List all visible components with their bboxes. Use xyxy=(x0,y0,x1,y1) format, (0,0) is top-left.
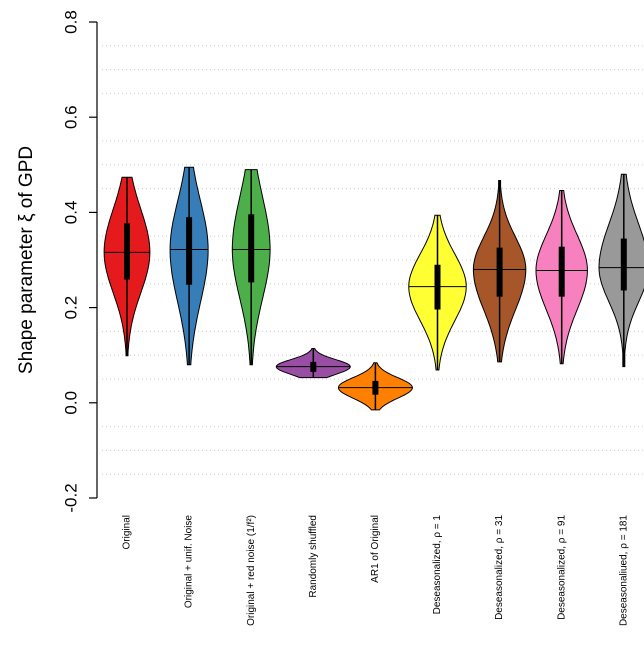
y-axis-label: Shape parameter ξ of GPD xyxy=(16,146,37,374)
box xyxy=(186,217,193,285)
box xyxy=(248,214,255,283)
y-tick-label: -0.2 xyxy=(61,483,80,512)
x-tick-label: Deseasonaliued, ρ = 181 xyxy=(618,515,629,626)
y-tick-label: 0.6 xyxy=(61,105,80,129)
y-tick-label: 0.8 xyxy=(61,10,80,34)
x-tick-label: Original + red noise (1/f²) xyxy=(246,515,257,626)
box xyxy=(496,247,503,297)
x-tick-label: AR1 of Original xyxy=(370,515,381,583)
box xyxy=(620,238,627,291)
box xyxy=(558,246,565,297)
x-tick-label: Original xyxy=(122,515,133,549)
y-tick-label: 0.0 xyxy=(61,391,80,415)
box xyxy=(124,223,130,280)
y-tick-label: 0.2 xyxy=(61,296,80,320)
x-tick-label: Deseasonalized, ρ = 1 xyxy=(432,515,443,615)
x-tick-label: Original + unif. Noise xyxy=(184,515,195,609)
y-tick-label: 0.4 xyxy=(61,201,80,225)
x-tick-label: Deseasonalized, ρ = 91 xyxy=(556,515,567,620)
x-tick-label: Deseasonalized, ρ = 31 xyxy=(494,515,505,620)
x-tick-label: Randomly shuffled xyxy=(308,515,319,598)
